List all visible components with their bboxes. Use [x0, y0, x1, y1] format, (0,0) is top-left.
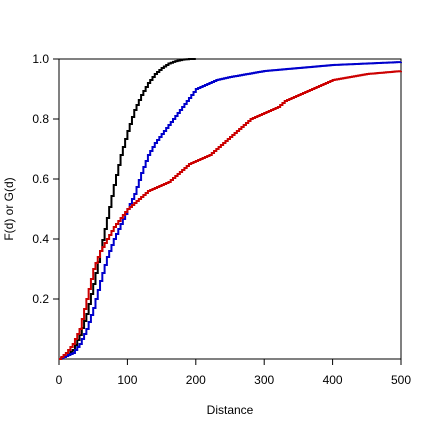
y-tick-label: 0.6	[32, 172, 49, 186]
x-axis-title: Distance	[207, 403, 254, 417]
series-blue-line	[59, 61, 402, 360]
x-axis: 0 100 200 300 400 500	[56, 359, 411, 387]
x-tick-label: 500	[391, 373, 411, 387]
series-layer	[59, 58, 402, 360]
x-tick-label: 400	[323, 373, 343, 387]
x-tick-label: 100	[117, 373, 137, 387]
x-tick-label: 200	[186, 373, 206, 387]
y-tick-label: 0.2	[32, 292, 49, 306]
series-red-line	[59, 70, 402, 360]
y-tick-label: 0.8	[32, 112, 49, 126]
y-axis: 0.2 0.4 0.6 0.8 1.0	[32, 52, 59, 306]
y-axis-title: F(d) or G(d)	[2, 177, 16, 240]
y-tick-label: 0.4	[32, 232, 49, 246]
x-tick-label: 0	[56, 373, 63, 387]
plot-frame	[58, 58, 402, 360]
series-black-line	[59, 58, 196, 360]
y-tick-label: 1.0	[32, 52, 49, 66]
x-tick-label: 300	[254, 373, 274, 387]
